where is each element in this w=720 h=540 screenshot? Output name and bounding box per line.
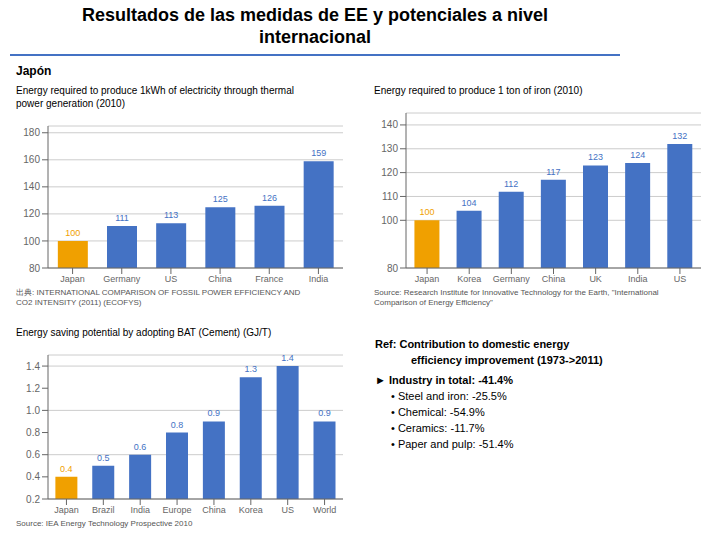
html-text:• Paper and pulp: -51.4%: • Paper and pulp: -51.4%: [391, 438, 514, 450]
svg-text:0.2: 0.2: [26, 494, 40, 505]
svg-text:120: 120: [23, 208, 40, 219]
svg-text:1.2: 1.2: [26, 383, 40, 394]
svg-text:113: 113: [164, 210, 178, 220]
svg-text:China: China: [202, 505, 226, 515]
svg-text:0.8: 0.8: [171, 420, 184, 430]
svg-text:China: China: [208, 274, 232, 284]
svg-text:0.9: 0.9: [318, 408, 331, 418]
svg-text:Germany: Germany: [493, 274, 531, 284]
svg-text:1.0: 1.0: [26, 405, 40, 416]
html-text:Japón: Japón: [16, 64, 52, 78]
html-text:Resultados de las medidas de E: Resultados de las medidas de EE y potenc…: [81, 5, 549, 47]
svg-text:117: 117: [546, 167, 560, 177]
html-text:Energy required to produce 1kW: Energy required to produce 1kWh of elect…: [16, 85, 294, 109]
svg-text:US: US: [674, 274, 687, 284]
svg-text:India: India: [309, 274, 329, 284]
svg-text:130: 130: [381, 143, 398, 154]
html-text:efficiency improvement (1973->: efficiency improvement (1973->2011): [411, 354, 603, 366]
svg-text:0.4: 0.4: [26, 471, 40, 482]
svg-text:India: India: [130, 505, 150, 515]
svg-text:80: 80: [387, 263, 399, 274]
svg-text:China: China: [542, 274, 566, 284]
svg-text:World: World: [313, 505, 336, 515]
svg-text:Brazil: Brazil: [92, 505, 115, 515]
svg-text:UK: UK: [589, 274, 602, 284]
svg-text:111: 111: [115, 213, 129, 223]
html-text:Energy saving potential by ado: Energy saving potential by adopting BAT …: [16, 327, 272, 338]
svg-text:124: 124: [630, 150, 645, 160]
svg-text:112: 112: [504, 179, 518, 189]
svg-text:132: 132: [672, 131, 687, 141]
svg-text:Japan: Japan: [415, 274, 440, 284]
svg-text:Germany: Germany: [103, 274, 141, 284]
svg-text:Korea: Korea: [239, 505, 263, 515]
svg-text:US: US: [165, 274, 178, 284]
svg-text:104: 104: [462, 198, 477, 208]
html-text:• Chemical: -54.9%: • Chemical: -54.9%: [391, 406, 485, 418]
svg-text:180: 180: [23, 127, 40, 138]
html-text:► Industry in total: -41.4%: ► Industry in total: -41.4%: [375, 374, 513, 386]
svg-text:Japan: Japan: [60, 274, 85, 284]
svg-text:1.4: 1.4: [26, 361, 40, 372]
svg-text:France: France: [255, 274, 283, 284]
html-text:Source: IEA Energy Technology: Source: IEA Energy Technology Prospectiv…: [16, 519, 193, 528]
svg-text:1.4: 1.4: [281, 353, 294, 363]
html-text:出典: INTERNATIONAL COMPARISON O: 出典: INTERNATIONAL COMPARISON OF FOSSIL P…: [16, 288, 301, 307]
svg-text:100: 100: [381, 215, 398, 226]
svg-text:140: 140: [381, 119, 398, 130]
html-text:Ref: Contribution to domestic: Ref: Contribution to domestic energy: [375, 338, 570, 350]
svg-text:123: 123: [588, 152, 603, 162]
svg-text:100: 100: [419, 207, 434, 217]
svg-text:Korea: Korea: [457, 274, 481, 284]
svg-text:126: 126: [262, 193, 277, 203]
svg-text:0.5: 0.5: [97, 453, 110, 463]
svg-text:125: 125: [213, 194, 228, 204]
svg-text:0.4: 0.4: [60, 464, 73, 474]
svg-text:120: 120: [381, 167, 398, 178]
svg-text:80: 80: [29, 263, 41, 274]
svg-text:0.9: 0.9: [208, 408, 221, 418]
svg-text:159: 159: [311, 148, 326, 158]
svg-text:1.3: 1.3: [244, 364, 257, 374]
html-text:Source: Research Institute for: Source: Research Institute for Innovativ…: [374, 288, 659, 307]
svg-text:100: 100: [65, 228, 80, 238]
html-text:• Steel and iron: -25.5%: • Steel and iron: -25.5%: [391, 390, 507, 402]
html-text:Energy required to produce 1 t: Energy required to produce 1 ton of iron…: [374, 85, 583, 96]
svg-text:160: 160: [23, 154, 40, 165]
svg-text:100: 100: [23, 236, 40, 247]
svg-text:0.8: 0.8: [26, 427, 40, 438]
svg-text:110: 110: [382, 191, 398, 202]
svg-text:US: US: [281, 505, 294, 515]
svg-text:Europe: Europe: [163, 505, 192, 515]
svg-text:0.6: 0.6: [134, 442, 147, 452]
svg-text:140: 140: [23, 181, 40, 192]
html-text:• Ceramics: -11.7%: • Ceramics: -11.7%: [391, 422, 485, 434]
svg-text:Japan: Japan: [54, 505, 79, 515]
svg-text:India: India: [628, 274, 648, 284]
svg-text:0.6: 0.6: [26, 449, 40, 460]
